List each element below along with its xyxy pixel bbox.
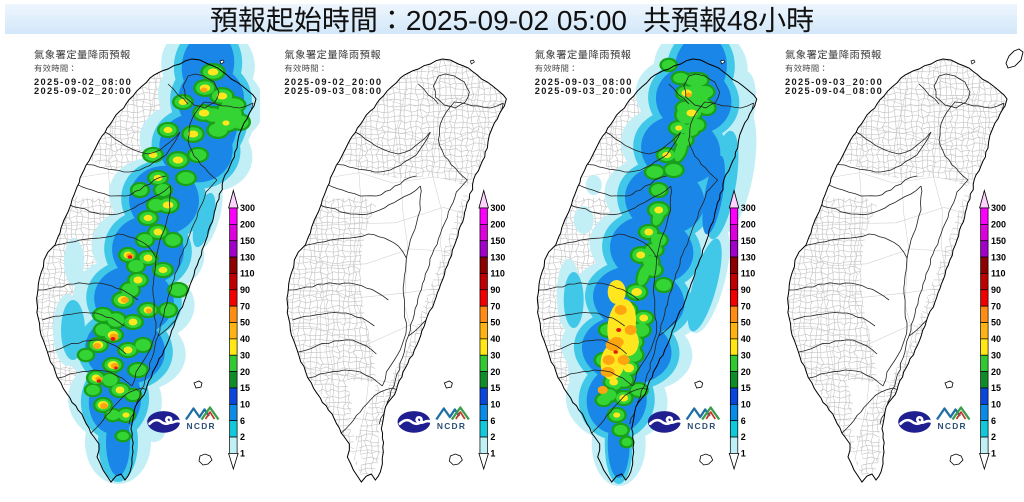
svg-text:2025-09-02 05:00: 2025-09-02 05:00	[406, 5, 627, 36]
svg-text:2025-09-04_08:00: 2025-09-04_08:00	[785, 86, 883, 96]
svg-text:2025-09-03_08:00: 2025-09-03_08:00	[535, 77, 633, 87]
svg-text:2025-09-02_08:00: 2025-09-02_08:00	[34, 77, 132, 87]
svg-text:2025-09-03_08:00: 2025-09-03_08:00	[284, 86, 382, 96]
svg-text:48: 48	[727, 5, 758, 36]
svg-text:2025-09-03_20:00: 2025-09-03_20:00	[535, 86, 633, 96]
svg-text:2025-09-02_20:00: 2025-09-02_20:00	[284, 77, 382, 87]
svg-text:2025-09-03_20:00: 2025-09-03_20:00	[785, 77, 883, 87]
svg-text:2025-09-02_20:00: 2025-09-02_20:00	[34, 86, 132, 96]
